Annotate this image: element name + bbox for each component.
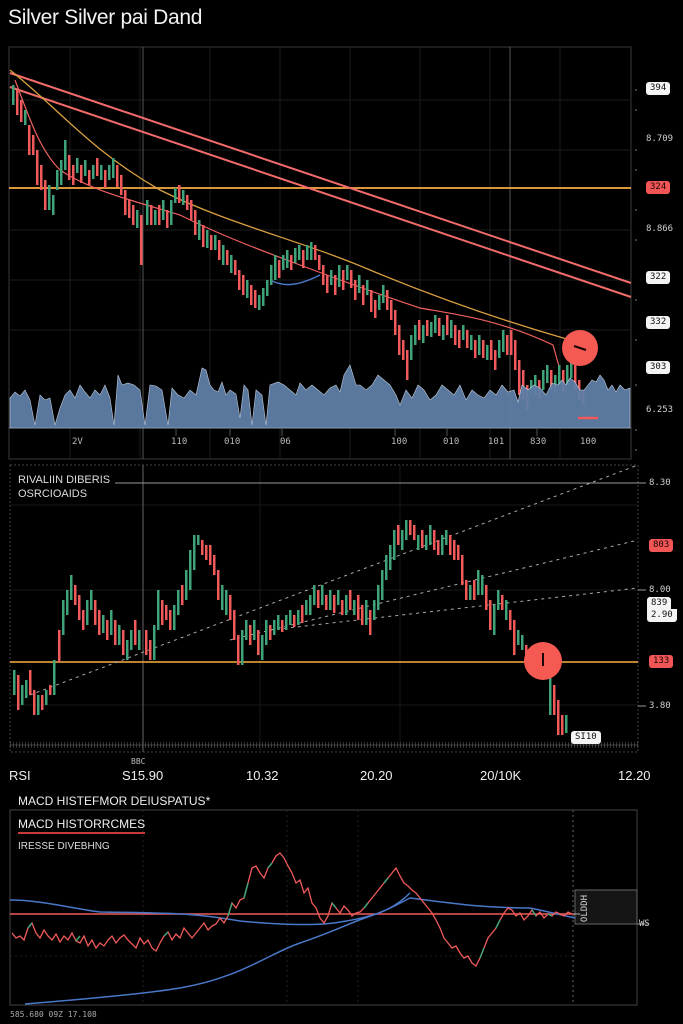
price-chart-panel[interactable] xyxy=(0,40,683,460)
price-axis-label-current: 324 xyxy=(646,181,671,194)
price-x-label: 100 xyxy=(580,437,597,447)
page-title: Silver Silver pai Dand xyxy=(8,6,203,29)
price-axis-label: 303 xyxy=(646,361,671,374)
footer-readout: 585.680 09Z 17.108 xyxy=(10,1010,97,1019)
last-price-tag: SI10 xyxy=(571,731,601,744)
divergence-label-2: OSRCIOAIDS xyxy=(18,488,88,500)
div-x-label: 12.20 xyxy=(618,768,651,783)
div-axis-label: 8.00 xyxy=(649,585,671,595)
div-axis-label: 8.30 xyxy=(649,478,671,488)
price-axis-label: 8.866 xyxy=(646,224,674,234)
div-axis-label-red: 803 xyxy=(649,539,674,552)
price-axis-label: 332 xyxy=(646,316,671,329)
macd-chart-svg[interactable] xyxy=(0,808,683,1008)
price-candles xyxy=(12,85,585,410)
price-x-label: 830 xyxy=(530,437,547,447)
div-axis-label: 3.80 xyxy=(649,701,671,711)
price-chart-svg[interactable] xyxy=(0,40,683,460)
macd-subtitle: IRESSE DIVEBHNG xyxy=(18,841,110,852)
price-axis-label: 322 xyxy=(646,271,671,284)
div-axis-label-white: 2.90 xyxy=(647,609,677,622)
macd-side-tag: OLDDH xyxy=(580,895,590,923)
div-axis-label-white: 839 xyxy=(647,597,672,610)
price-x-label: 2V xyxy=(72,437,83,447)
div-x-label: 20/10K xyxy=(480,768,522,783)
macd-chart-panel[interactable] xyxy=(0,808,683,1008)
price-axis-label: 8.709 xyxy=(646,134,674,144)
macd-header: MACD HISTEFMOR DEIUSPATUS* xyxy=(18,794,211,808)
div-axis-label-red: 133 xyxy=(649,655,674,668)
price-x-label: 010 xyxy=(443,437,460,447)
price-x-label: 06 xyxy=(280,437,291,447)
rsi-label: RSI xyxy=(9,768,31,783)
volume-area xyxy=(9,364,631,429)
div-x-label: S15.90 xyxy=(122,768,164,783)
divergence-chart-panel[interactable] xyxy=(0,460,683,760)
price-x-label: 010 xyxy=(224,437,241,447)
price-x-label: 110 xyxy=(171,437,188,447)
price-axis-label: 6.253 xyxy=(646,405,674,415)
macd-side-label: WS xyxy=(639,919,650,929)
div-x-label: 20.20 xyxy=(360,768,393,783)
macd-box-title: MACD HISTORRCMES xyxy=(18,817,146,834)
divergence-chart-svg[interactable] xyxy=(0,460,683,760)
signal-marker[interactable] xyxy=(524,642,562,680)
divergence-label-1: RIVALIIN DIBERIS xyxy=(18,474,111,486)
price-x-label: 101 xyxy=(488,437,505,447)
div-x-small-label: BBC xyxy=(131,757,146,766)
price-x-label: 100 xyxy=(391,437,408,447)
div-x-label: 10.32 xyxy=(246,768,279,783)
price-axis-label: 394 xyxy=(646,82,671,95)
sell-signal-marker[interactable] xyxy=(562,330,598,366)
